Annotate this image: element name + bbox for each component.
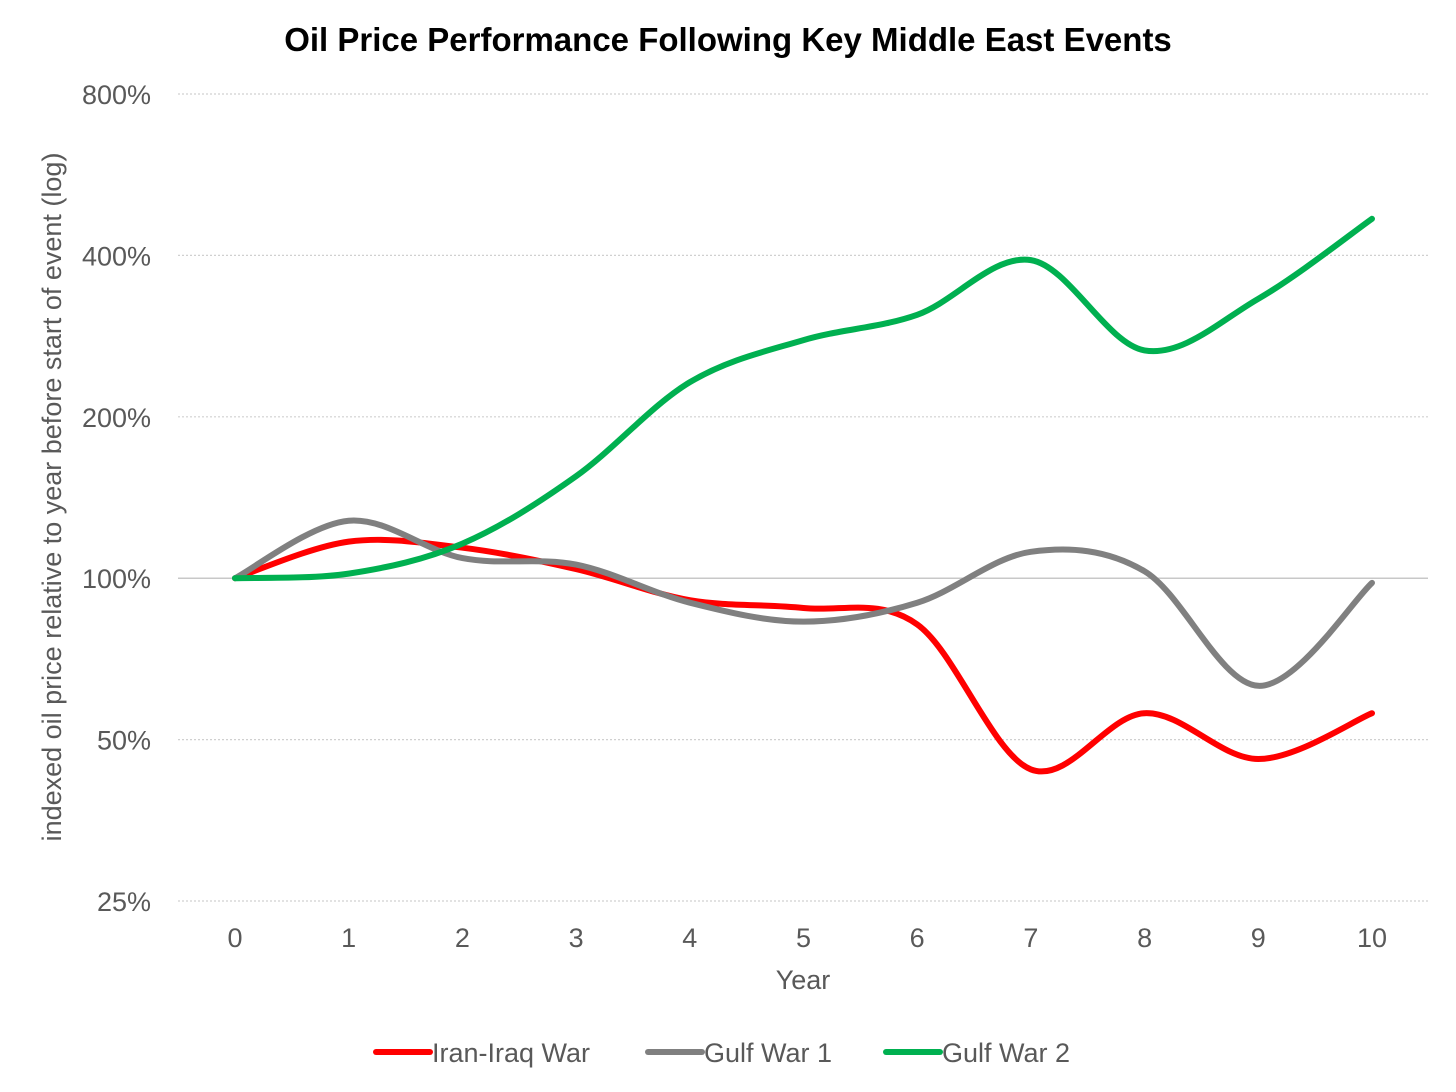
x-tick-label: 7	[1023, 923, 1038, 953]
series-lines	[232, 215, 1375, 775]
y-tick-label: 25%	[97, 887, 151, 917]
gridlines	[178, 93, 1428, 902]
y-tick-label: 400%	[82, 241, 151, 271]
x-tick-label: 5	[796, 923, 811, 953]
x-tick-label: 1	[341, 923, 356, 953]
x-tick-label: 3	[569, 923, 584, 953]
x-tick-label: 8	[1137, 923, 1152, 953]
x-tick-label: 0	[227, 923, 242, 953]
x-tick-label: 2	[455, 923, 470, 953]
series-line-iran-iraq-war	[232, 536, 1375, 775]
x-axis-title: Year	[776, 965, 831, 995]
legend-label: Iran-Iraq War	[432, 1038, 590, 1068]
y-axis-tick-labels: 25% 50% 100% 200% 400% 800%	[82, 80, 151, 917]
x-tick-label: 6	[910, 923, 925, 953]
chart-title: Oil Price Performance Following Key Midd…	[284, 21, 1172, 58]
legend: Iran-Iraq War Gulf War 1 Gulf War 2	[373, 1038, 1070, 1068]
x-tick-label: 9	[1251, 923, 1266, 953]
y-tick-label: 50%	[97, 726, 151, 756]
x-tick-label: 10	[1357, 923, 1387, 953]
series-line-gulf-war-1	[232, 517, 1375, 689]
legend-label: Gulf War 1	[704, 1038, 832, 1068]
y-axis-title: indexed oil price relative to year befor…	[37, 153, 67, 842]
legend-label: Gulf War 2	[942, 1038, 1070, 1068]
y-tick-label: 100%	[82, 564, 151, 594]
x-tick-label: 4	[682, 923, 697, 953]
series-line-gulf-war-2	[232, 215, 1375, 582]
y-tick-label: 200%	[82, 403, 151, 433]
x-axis-tick-labels: 0 1 2 3 4 5 6 7 8 9 10	[227, 923, 1387, 953]
y-tick-label: 800%	[82, 80, 151, 110]
